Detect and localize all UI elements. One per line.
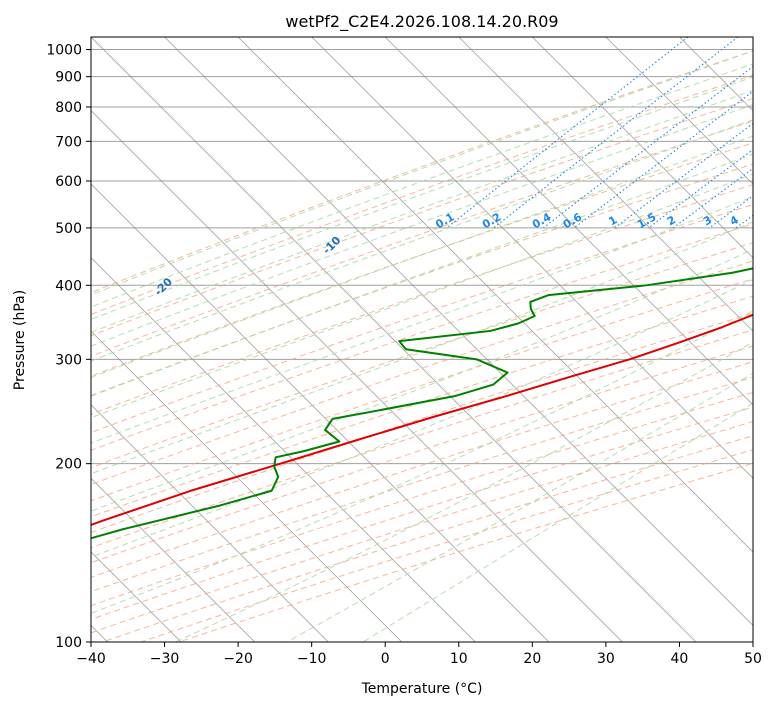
dry-adiabat-line [91, 74, 753, 316]
x-tick-label: 40 [671, 651, 689, 667]
x-tick-label: 50 [744, 651, 762, 667]
y-tick-label: 500 [55, 221, 82, 237]
dry-adiabat-line [91, 120, 753, 357]
plot-frame [90, 36, 754, 643]
x-axis: −40 −30 −20 −10 0 10 20 30 40 50 [76, 642, 762, 667]
mixing-ratio-line [573, 90, 753, 229]
y-tick-label: 700 [55, 134, 82, 150]
y-tick-label: 1000 [46, 43, 82, 59]
isotherm-line [91, 330, 403, 642]
x-tick-label: −10 [297, 651, 327, 667]
chart-title: wetPf2_C2E4.2026.108.14.20.R09 [285, 12, 558, 32]
dry-adiabat-line [91, 223, 753, 451]
moist-adiabat-line [91, 50, 753, 296]
dry-adiabat-line [91, 142, 753, 377]
isotherm-line [311, 37, 753, 479]
y-tick-label: 400 [55, 278, 82, 294]
y-tick-label: 200 [55, 457, 82, 473]
moist-adiabat-line [91, 135, 753, 379]
y-tick-label: 800 [55, 100, 82, 116]
moist-adiabat-line [91, 89, 753, 333]
isotherm-line [91, 37, 697, 642]
mixing-ratio-line [672, 167, 753, 229]
isotherm-line [458, 37, 753, 332]
isotherm-line [237, 37, 753, 553]
moist-adiabat-line [91, 196, 753, 444]
dry-adiabat-line [91, 376, 753, 593]
y-axis: 100 200 300 400 500 600 700 800 900 1000 [46, 43, 91, 651]
isotherm-line [605, 37, 753, 185]
temperature-profile-line [91, 313, 753, 526]
isotherm-line [91, 109, 623, 642]
y-tick-label: 300 [55, 352, 82, 368]
x-tick-label: 0 [381, 651, 390, 667]
x-tick-label: −20 [223, 651, 253, 667]
isotherm-line [91, 404, 329, 642]
x-tick-label: −40 [76, 651, 106, 667]
x-tick-label: 20 [523, 651, 541, 667]
moist-adiabat-line [91, 173, 753, 419]
dry-adiabat-line [91, 278, 753, 502]
moist-adiabat-line [91, 278, 753, 558]
x-tick-label: 30 [597, 651, 615, 667]
dry-adiabat-line [91, 329, 753, 549]
y-tick-label: 100 [55, 635, 82, 651]
x-axis-label: Temperature (°C) [361, 681, 483, 697]
moist-adiabat-line [91, 63, 753, 308]
moist-adiabat-line [362, 402, 753, 642]
moist-adiabat-line [91, 153, 753, 397]
x-tick-label: 10 [450, 651, 468, 667]
moist-adiabat-line [91, 76, 753, 321]
y-tick-label: 900 [55, 70, 82, 86]
dry-adiabat-line [91, 361, 753, 578]
isotherm-line [164, 37, 753, 627]
mixing-ratio-line [493, 37, 739, 229]
dewpoint-profile-line [91, 267, 753, 540]
y-axis-label: Pressure (hPa) [12, 290, 28, 390]
moist-adiabat-line [91, 104, 753, 347]
y-tick-label: 600 [55, 174, 82, 190]
mixing-ratio-line [543, 65, 753, 229]
moist-adiabat-line [91, 119, 753, 362]
isotherm-line [91, 183, 550, 642]
isotherm-line [91, 257, 476, 642]
isotherm-line [91, 477, 255, 642]
moist-adiabat-line [91, 248, 753, 512]
isotherm-line [532, 37, 753, 259]
x-tick-label: −30 [150, 651, 180, 667]
dry-adiabat-line [91, 50, 753, 294]
dry-adiabat-line [91, 242, 753, 469]
dry-adiabat-line [91, 184, 753, 415]
dry-adiabat-line [91, 97, 753, 337]
dry-adiabat-line [91, 163, 753, 397]
